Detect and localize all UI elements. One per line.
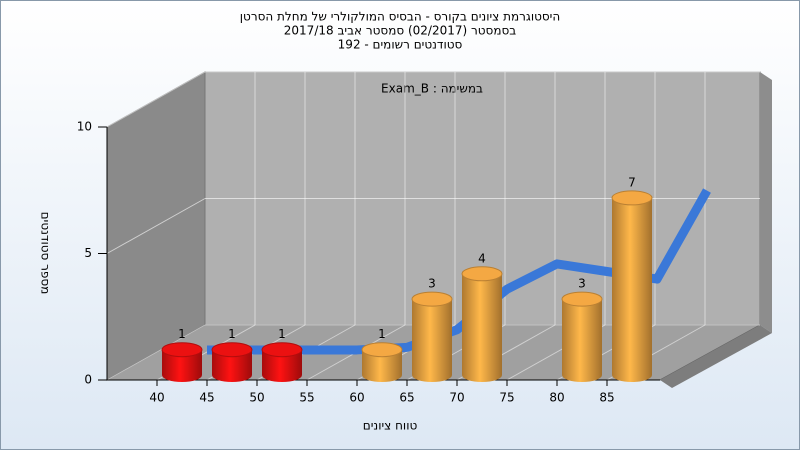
x-tick-label: 50 xyxy=(249,391,264,405)
y-axis-label: מספר סטודנטים xyxy=(39,212,53,295)
x-tick-label: 80 xyxy=(549,391,564,405)
grid-line xyxy=(106,198,206,254)
bar xyxy=(162,349,202,382)
x-tick-label: 65 xyxy=(399,391,414,405)
bar xyxy=(212,349,252,382)
bar-top xyxy=(261,342,303,358)
x-axis-label: טווח ציונים xyxy=(363,419,418,433)
bar xyxy=(562,299,602,382)
bar xyxy=(462,273,502,382)
grid-line xyxy=(106,324,206,381)
x-tick-label: 45 xyxy=(199,391,214,405)
floor-side xyxy=(660,325,772,388)
bar-top xyxy=(611,190,653,206)
value-label: 1 xyxy=(378,327,386,341)
bar-top xyxy=(161,342,203,358)
chart-title: בסמסטר (02/2017) סמסטר אביב 2017/18 xyxy=(284,24,516,38)
bar-top xyxy=(561,291,603,307)
x-tick-label: 55 xyxy=(299,391,314,405)
value-label: 1 xyxy=(228,327,236,341)
bar-top xyxy=(361,342,403,358)
chart-title: סטודנטים רשומים - 192 xyxy=(338,38,463,52)
y-tick-label: 0 xyxy=(84,373,92,387)
x-tick-label: 85 xyxy=(599,391,614,405)
bar xyxy=(262,349,302,382)
back-wall-side xyxy=(760,72,772,333)
annotation: במשימה : Exam_B xyxy=(381,82,483,96)
bar xyxy=(362,349,402,382)
bar xyxy=(612,197,652,382)
bar-top xyxy=(461,266,503,282)
value-label: 3 xyxy=(428,277,436,291)
y-tick-label: 5 xyxy=(84,246,92,260)
value-label: 3 xyxy=(578,277,586,291)
bar xyxy=(412,299,452,382)
x-tick-label: 60 xyxy=(349,391,364,405)
grid-line xyxy=(106,71,206,128)
bar-top xyxy=(211,342,253,358)
value-label: 4 xyxy=(478,251,486,265)
x-tick-label: 40 xyxy=(149,391,164,405)
bar-top xyxy=(411,291,453,307)
chart-title: היסטוגרמת ציונים בקורס - הבסיס המולקולרי… xyxy=(240,10,560,24)
x-tick-label: 75 xyxy=(499,391,514,405)
y-tick-label: 10 xyxy=(77,120,92,134)
value-label: 1 xyxy=(278,327,286,341)
value-label: 7 xyxy=(628,175,636,189)
x-tick-label: 70 xyxy=(449,391,464,405)
value-label: 1 xyxy=(178,327,186,341)
